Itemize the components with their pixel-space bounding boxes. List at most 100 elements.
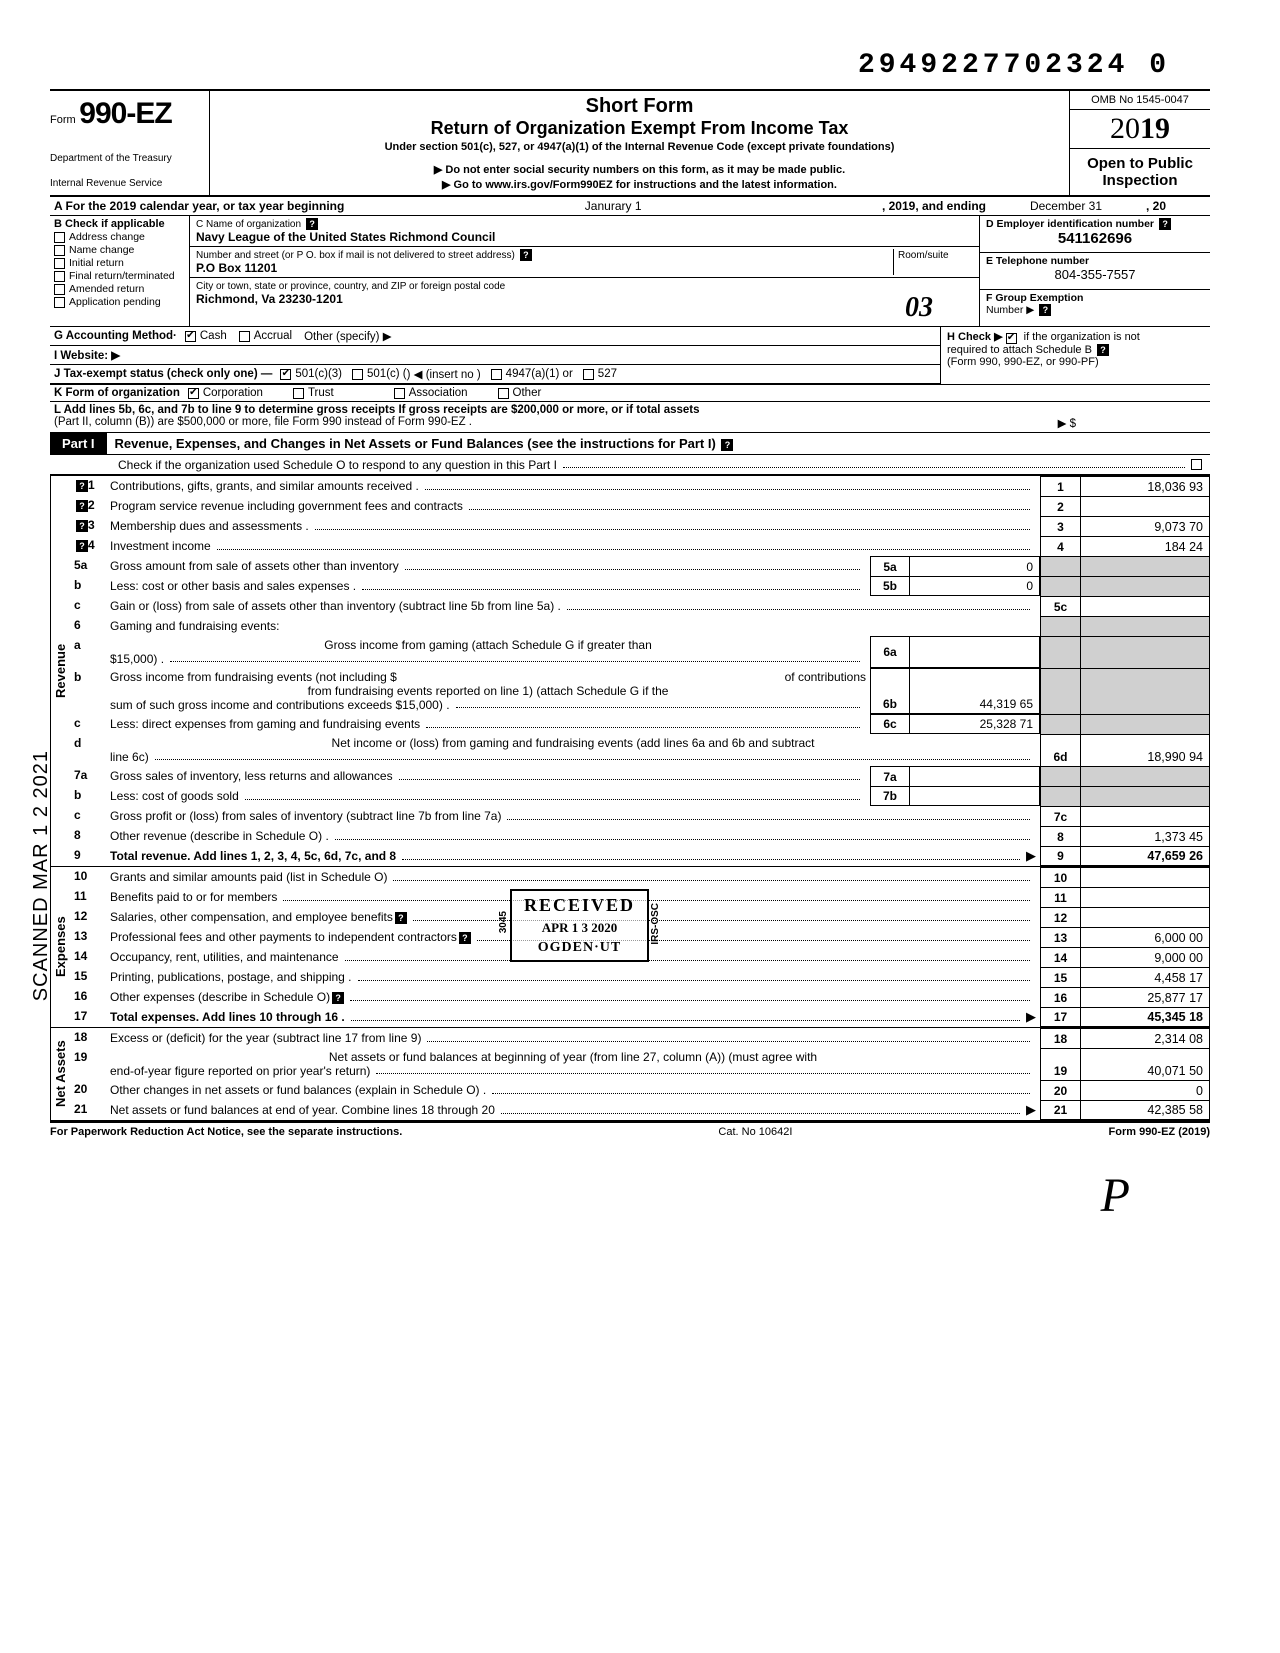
- rowH-3: required to attach Schedule B: [947, 344, 1092, 356]
- subhead-3: ▶ Go to www.irs.gov/Form990EZ for instru…: [220, 178, 1059, 191]
- omb-number: OMB No 1545-0047: [1070, 91, 1210, 110]
- chk-527[interactable]: [583, 369, 594, 380]
- corp-label: Corporation: [203, 387, 263, 399]
- page-footer: For Paperwork Reduction Act Notice, see …: [50, 1121, 1210, 1138]
- form-prefix: Form: [50, 114, 76, 126]
- part-badge: Part I: [50, 433, 107, 454]
- room-label: Room/suite: [898, 250, 949, 261]
- header-right: OMB No 1545-0047 2019 Open to Public Ins…: [1070, 91, 1210, 195]
- revenue-label: Revenue: [50, 476, 70, 866]
- part-1-header: Part I Revenue, Expenses, and Changes in…: [50, 433, 1210, 455]
- chk-pending[interactable]: Application pending: [54, 296, 185, 308]
- scanned-stamp: SCANNED MAR 1 2 2021: [30, 750, 53, 1001]
- stamp-side1: 3045: [498, 911, 509, 933]
- group-number-label: Number ▶: [986, 304, 1034, 316]
- help-icon[interactable]: ?: [1097, 344, 1109, 356]
- address: P.O Box 11201: [196, 261, 277, 275]
- footer-mid: Cat. No 10642I: [718, 1126, 792, 1138]
- row-i: I Website: ▶: [50, 346, 940, 365]
- rowH-1: H Check ▶: [947, 331, 1003, 343]
- header-mid: Short Form Return of Organization Exempt…: [210, 91, 1070, 195]
- stamp-received: RECEIVED: [524, 895, 635, 916]
- return-title: Return of Organization Exempt From Incom…: [220, 118, 1059, 139]
- received-stamp: RECEIVED APR 1 3 2020 OGDEN·UT 3045 IRS-…: [510, 889, 649, 962]
- signature-initial: P: [50, 1168, 1210, 1223]
- chk-501c[interactable]: [352, 369, 363, 380]
- tax-year: 2019: [1070, 110, 1210, 149]
- expenses-section: Expenses 10 Grants and similar amounts p…: [50, 866, 1210, 1027]
- trust-label: Trust: [308, 387, 334, 399]
- help-icon[interactable]: ?: [721, 439, 733, 451]
- chk-other-org[interactable]: [498, 388, 509, 399]
- insert-no: ) ◀ (insert no ): [407, 367, 481, 381]
- help-icon[interactable]: ?: [306, 218, 318, 230]
- rowH-4: (Form 990, 990-EZ, or 990-PF): [947, 356, 1099, 368]
- ein-label: D Employer identification number: [986, 218, 1154, 230]
- chk-schedule-o[interactable]: [1191, 459, 1202, 470]
- chk-final-return[interactable]: Final return/terminated: [54, 270, 185, 282]
- footer-left: For Paperwork Reduction Act Notice, see …: [50, 1126, 402, 1138]
- stamp-side2: IRS-OSC: [650, 903, 661, 945]
- rowA-text1: A For the 2019 calendar year, or tax yea…: [54, 199, 344, 213]
- phone-label: E Telephone number: [986, 255, 1089, 267]
- city-cell: City or town, state or province, country…: [190, 278, 979, 326]
- net-assets-section: Net Assets 18 Excess or (deficit) for th…: [50, 1027, 1210, 1121]
- form-header: Form 990-EZ Department of the Treasury I…: [50, 89, 1210, 197]
- chk-4947[interactable]: [491, 369, 502, 380]
- help-icon[interactable]: ?: [1039, 304, 1051, 316]
- row-j: J Tax-exempt status (check only one) — ✔…: [50, 365, 940, 384]
- chk-association[interactable]: [394, 388, 405, 399]
- row-g: G Accounting Method· ✔ Cash Accrual Othe…: [50, 327, 940, 346]
- subhead-1: Under section 501(c), 527, or 4947(a)(1)…: [220, 141, 1059, 153]
- website-label: I Website: ▶: [54, 348, 120, 362]
- row-k: K Form of organization ✔ Corporation Tru…: [50, 385, 1210, 402]
- colB-header: B Check if applicable: [54, 218, 185, 230]
- row-a: A For the 2019 calendar year, or tax yea…: [50, 197, 1210, 216]
- 501c3-label: 501(c)(3): [295, 368, 342, 380]
- chk-amended[interactable]: Amended return: [54, 283, 185, 295]
- net-assets-label: Net Assets: [50, 1028, 70, 1120]
- year-suffix: 19: [1140, 112, 1170, 145]
- 527-label: 527: [598, 368, 617, 380]
- chk-501c3[interactable]: ✔: [280, 369, 291, 380]
- chk-name-change[interactable]: Name change: [54, 244, 185, 256]
- rowL-1: L Add lines 5b, 6c, and 7b to line 9 to …: [54, 404, 700, 416]
- rowK-label: K Form of organization: [54, 387, 180, 399]
- stamp-location: OGDEN·UT: [524, 940, 635, 956]
- script-initial: 03: [905, 292, 933, 324]
- footer-right: Form 990-EZ (2019): [1109, 1126, 1210, 1138]
- rowA-text3: , 20: [1146, 199, 1206, 213]
- city-label: City or town, state or province, country…: [196, 281, 505, 292]
- assoc-label: Association: [409, 387, 468, 399]
- chk-schedule-b[interactable]: ✔: [1006, 333, 1017, 344]
- chk-accrual[interactable]: [239, 331, 250, 342]
- help-icon[interactable]: ?: [520, 249, 532, 261]
- short-form-title: Short Form: [220, 95, 1059, 118]
- block-b-to-f: B Check if applicable Address change Nam…: [50, 216, 1210, 327]
- expenses-label: Expenses: [50, 867, 70, 1027]
- help-icon[interactable]: ?: [1159, 218, 1171, 230]
- other-org-label: Other: [513, 387, 542, 399]
- phone-value: 804-355-7557: [986, 267, 1204, 282]
- address-cell: Number and street (or P O. box if mail i…: [190, 247, 979, 278]
- form-number: 990-EZ: [79, 97, 171, 130]
- chk-corporation[interactable]: ✔: [188, 388, 199, 399]
- 4947-label: 4947(a)(1) or: [506, 368, 573, 380]
- chk-trust[interactable]: [293, 388, 304, 399]
- 501c-label: 501(c) (: [367, 368, 407, 380]
- rowA-end: December 31: [986, 199, 1146, 213]
- addr-label: Number and street (or P O. box if mail i…: [196, 250, 515, 261]
- accrual-label: Accrual: [254, 330, 292, 342]
- row-l: L Add lines 5b, 6c, and 7b to line 9 to …: [50, 402, 1210, 433]
- rowH-2: if the organization is not: [1024, 331, 1140, 343]
- cash-label: Cash: [200, 330, 227, 342]
- chk-address-change[interactable]: Address change: [54, 231, 185, 243]
- chk-initial-return[interactable]: Initial return: [54, 257, 185, 269]
- chk-cash[interactable]: ✔: [185, 331, 196, 342]
- subhead-2: ▶ Do not enter social security numbers o…: [220, 163, 1059, 176]
- tracking-number: 2949227702324 0: [50, 50, 1210, 81]
- ein-value: 541162696: [986, 230, 1204, 247]
- col-c: C Name of organization ? Navy League of …: [190, 216, 980, 326]
- org-name-label: C Name of organization: [196, 219, 301, 230]
- year-prefix: 20: [1110, 112, 1140, 145]
